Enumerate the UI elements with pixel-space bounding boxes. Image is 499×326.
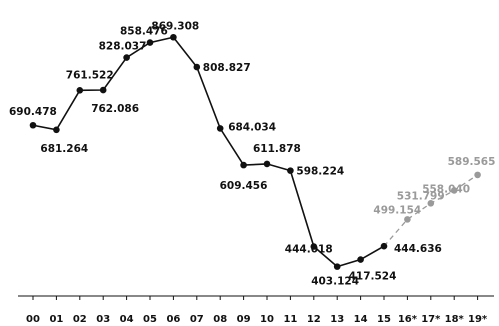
x-tick-labels: 00 01 02 03 04 05 06 07 08 09 10 11 12 13 14 15 16* 17* 18…: [26, 314, 488, 325]
x-tick-label: 18*: [445, 314, 465, 325]
actual-data-label: 611.878: [253, 143, 301, 155]
x-tick-label: 07: [190, 314, 204, 325]
actual-point: [193, 63, 201, 71]
x-tick-label: 11: [283, 314, 297, 325]
projection-point: [474, 171, 481, 179]
actual-point: [29, 121, 37, 129]
actual-series-line: [32, 36, 385, 268]
actual-data-label: 609.456: [220, 180, 268, 192]
actual-data-label: 690.478: [9, 106, 57, 118]
x-tick-label: 03: [96, 314, 110, 325]
x-tick-label: 17*: [421, 314, 441, 325]
actual-point: [333, 263, 341, 270]
x-tick-label: 08: [213, 314, 227, 325]
actual-data-label: 598.224: [296, 166, 344, 178]
actual-point: [99, 86, 107, 94]
actual-data-label: 858.476: [120, 26, 168, 38]
x-tick-label: 05: [143, 314, 157, 325]
x-tick-label: 14: [354, 314, 368, 325]
actual-data-label: 762.086: [91, 103, 139, 115]
actual-data-label: 444.636: [394, 243, 442, 255]
actual-point: [123, 54, 130, 61]
actual-point: [53, 126, 60, 134]
actual-point: [287, 167, 294, 174]
actual-point: [216, 125, 224, 132]
x-tick-label: 01: [49, 314, 63, 325]
x-tick-label: 16*: [398, 314, 418, 325]
projection-data-label: 499.154: [373, 204, 421, 216]
actual-data-label: 684.034: [228, 121, 276, 133]
actual-data-label: 761.522: [66, 69, 114, 81]
x-tick-label: 02: [73, 314, 87, 325]
projection-data-label: 558.040: [422, 183, 470, 195]
projection-data-label: 589.565: [448, 156, 496, 168]
actual-point: [357, 256, 364, 263]
projection-point: [404, 216, 411, 223]
actual-data-label: 681.264: [40, 143, 88, 155]
x-tick-label: 10: [260, 314, 274, 325]
actual-point: [310, 243, 318, 250]
actual-data-label: 417.524: [349, 271, 397, 283]
x-tick-label: 13: [330, 314, 344, 325]
actual-data-label: 403.124: [311, 276, 359, 288]
projection-point: [450, 187, 458, 194]
x-tick-label: 04: [120, 314, 134, 325]
x-tick-label: 06: [166, 314, 180, 325]
actual-point: [263, 160, 271, 168]
x-tick-label: 00: [26, 314, 40, 325]
x-tick-label: 09: [237, 314, 251, 325]
actual-data-label: 444.018: [285, 244, 333, 256]
x-tick-label: 19*: [468, 314, 488, 325]
x-axis-ticks: [32, 296, 479, 300]
actual-data-label: 808.827: [203, 62, 251, 74]
data-labels: 690.478 681.264 761.522 762.086 828.037 858.4…: [9, 20, 495, 287]
actual-point: [380, 242, 388, 250]
projection-data-label: 531.799: [397, 190, 445, 202]
x-tick-label: 12: [307, 314, 321, 325]
projection-point: [427, 200, 435, 207]
actual-data-label: 828.037: [99, 41, 147, 53]
actual-point: [146, 39, 154, 46]
actual-point: [240, 161, 247, 169]
actual-point: [170, 33, 177, 41]
actual-data-label: 869.308: [151, 20, 199, 32]
x-tick-label: 15: [377, 314, 391, 325]
data-points: [29, 33, 481, 270]
actual-point: [76, 86, 84, 94]
